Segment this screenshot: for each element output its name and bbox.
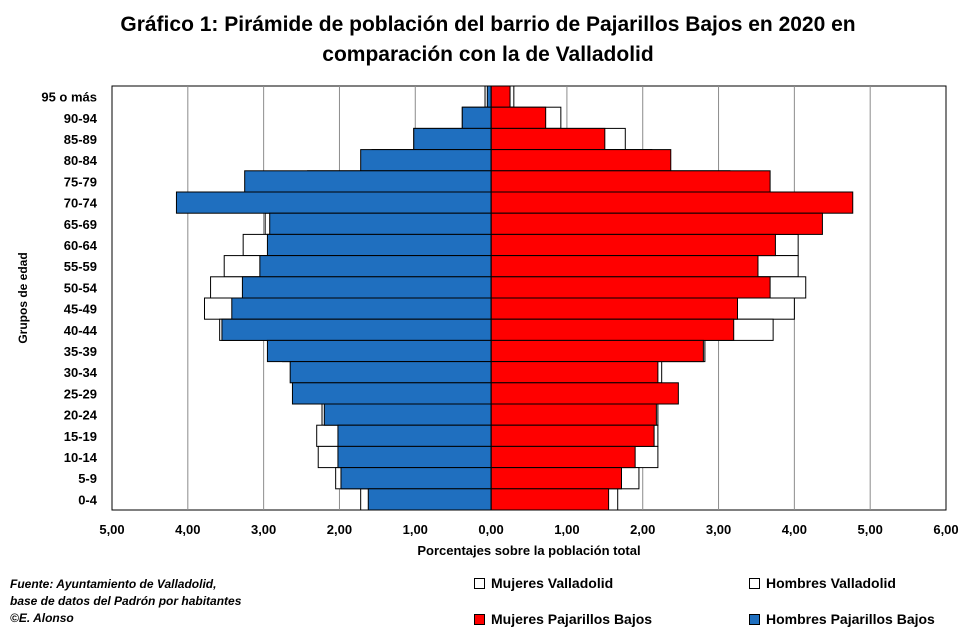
legend-label-hombres-pajarillos: Hombres Pajarillos Bajos: [766, 611, 935, 627]
x-tick-labels: 5,00 4,00 3,00 2,00 1,00 0,00 1,00 2,00 3,00 4,00…: [99, 522, 958, 537]
y-tick-label: 60-64: [64, 238, 98, 253]
bar-hombres-pajarillos-bajos: [221, 318, 492, 341]
legend-hombres-valladolid: Hombres Valladolid: [749, 575, 896, 591]
bar-mujeres-pajarillos-bajos: [490, 170, 771, 193]
bar-mujeres-pajarillos-bajos: [490, 106, 547, 129]
bar-mujeres-pajarillos-bajos: [490, 297, 738, 320]
bar-hombres-pajarillos-bajos: [461, 106, 492, 129]
legend-mujeres-valladolid: Mujeres Valladolid: [474, 575, 613, 591]
bar-mujeres-pajarillos-bajos: [490, 212, 823, 235]
y-tick-label: 75-79: [64, 174, 97, 189]
y-tick-label: 90-94: [64, 111, 98, 126]
chart-title-line-2: comparación con la de Valladolid: [322, 43, 654, 66]
bar-mujeres-pajarillos-bajos: [490, 276, 771, 299]
source-line-3: ©E. Alonso: [10, 611, 74, 625]
y-tick-label: 80-84: [64, 153, 98, 168]
bar-mujeres-pajarillos-bajos: [490, 127, 606, 151]
bar-hombres-pajarillos-bajos: [413, 127, 492, 151]
y-tick-label: 50-54: [64, 280, 98, 295]
y-tick-label: 65-69: [64, 217, 97, 232]
bar-mujeres-pajarillos-bajos: [490, 445, 636, 469]
x-tick-label: 1,00: [403, 522, 428, 537]
x-tick-label: 3,00: [706, 522, 731, 537]
y-tick-labels: 95 o más 90-94 85-89 80-84 75-79 70-74 65-69 60…: [41, 90, 97, 508]
bar-hombres-pajarillos-bajos: [291, 382, 492, 405]
bar-hombres-pajarillos-bajos: [241, 276, 492, 299]
bar-mujeres-pajarillos-bajos: [490, 255, 759, 278]
x-tick-label: 4,00: [175, 522, 200, 537]
legend-swatch-hombres-valladolid: [749, 577, 760, 589]
bar-mujeres-pajarillos-bajos: [490, 149, 672, 172]
legend-swatch-mujeres-valladolid: [474, 577, 485, 589]
y-tick-label: 20-24: [64, 408, 98, 423]
bar-mujeres-pajarillos-bajos: [490, 361, 659, 384]
bar-hombres-pajarillos-bajos: [367, 488, 492, 511]
source-line-2: base de datos del Padrón por habitantes: [10, 594, 242, 608]
y-tick-label: 95 o más: [41, 90, 97, 105]
x-axis-title: Porcentajes sobre la población total: [417, 543, 640, 558]
bars: [175, 85, 854, 511]
x-tick-label: 5,00: [99, 522, 124, 537]
bar-hombres-pajarillos-bajos: [244, 170, 492, 193]
bar-hombres-pajarillos-bajos: [340, 467, 492, 490]
x-tick-label: 2,00: [327, 522, 352, 537]
chart-title-line-1: Gráfico 1: Pirámide de población del bar…: [120, 13, 856, 36]
y-tick-label: 40-44: [64, 323, 98, 338]
bar-mujeres-pajarillos-bajos: [490, 318, 735, 341]
x-tick-label: 5,00: [858, 522, 883, 537]
bar-hombres-pajarillos-bajos: [360, 149, 492, 172]
bar-hombres-pajarillos-bajos: [231, 297, 492, 320]
bar-hombres-pajarillos-bajos: [337, 445, 492, 469]
y-tick-label: 35-39: [64, 344, 97, 359]
bar-hombres-pajarillos-bajos: [259, 255, 492, 278]
bar-mujeres-pajarillos-bajos: [490, 85, 511, 108]
y-tick-label: 70-74: [64, 196, 98, 211]
bar-hombres-pajarillos-bajos: [289, 361, 492, 384]
bar-hombres-pajarillos-bajos: [269, 212, 492, 235]
bar-hombres-pajarillos-bajos: [323, 403, 492, 426]
y-tick-label: 5-9: [78, 471, 97, 486]
y-tick-label: 25-29: [64, 386, 97, 401]
bar-hombres-pajarillos-bajos: [266, 233, 492, 257]
bar-mujeres-pajarillos-bajos: [490, 403, 657, 426]
bar-mujeres-pajarillos-bajos: [490, 424, 655, 447]
x-tick-label: 2,00: [630, 522, 655, 537]
bar-mujeres-pajarillos-bajos: [490, 382, 679, 405]
y-tick-label: 45-49: [64, 302, 97, 317]
x-tick-label: 6,00: [933, 522, 958, 537]
bar-mujeres-pajarillos-bajos: [490, 339, 704, 363]
x-tick-label: 4,00: [782, 522, 807, 537]
y-axis-title: Grupos de edad: [16, 252, 30, 343]
bar-hombres-pajarillos-bajos: [337, 424, 492, 447]
y-tick-label: 30-34: [64, 365, 98, 380]
bar-mujeres-pajarillos-bajos: [490, 467, 622, 490]
legend-swatch-mujeres-pajarillos: [474, 613, 485, 625]
chart-title: Gráfico 1: Pirámide de población del bar…: [0, 10, 976, 70]
legend-mujeres-pajarillos: Mujeres Pajarillos Bajos: [474, 611, 652, 627]
legend-hombres-pajarillos: Hombres Pajarillos Bajos: [749, 611, 935, 627]
bar-hombres-pajarillos-bajos: [266, 339, 492, 363]
y-tick-label: 10-14: [64, 450, 98, 465]
legend-swatch-hombres-pajarillos: [749, 613, 760, 625]
legend-label-mujeres-pajarillos: Mujeres Pajarillos Bajos: [491, 611, 653, 627]
bar-mujeres-pajarillos-bajos: [490, 191, 854, 214]
legend-label-hombres-valladolid: Hombres Valladolid: [766, 575, 896, 591]
bar-hombres-pajarillos-bajos: [486, 85, 492, 108]
legend-label-mujeres-valladolid: Mujeres Valladolid: [491, 575, 614, 591]
x-tick-label: 3,00: [251, 522, 276, 537]
bar-mujeres-pajarillos-bajos: [490, 488, 610, 511]
bar-hombres-pajarillos-bajos: [175, 191, 492, 214]
bar-mujeres-pajarillos-bajos: [490, 233, 776, 257]
y-tick-label: 55-59: [64, 259, 97, 274]
source-line-1: Fuente: Ayuntamiento de Valladolid,: [10, 577, 217, 591]
x-tick-label: 0,00: [478, 522, 503, 537]
x-tick-label: 1,00: [554, 522, 579, 537]
source-note: Fuente: Ayuntamiento de Valladolid, base…: [10, 576, 241, 627]
y-tick-label: 15-19: [64, 429, 97, 444]
y-tick-label: 0-4: [78, 492, 98, 507]
y-tick-label: 85-89: [64, 132, 97, 147]
